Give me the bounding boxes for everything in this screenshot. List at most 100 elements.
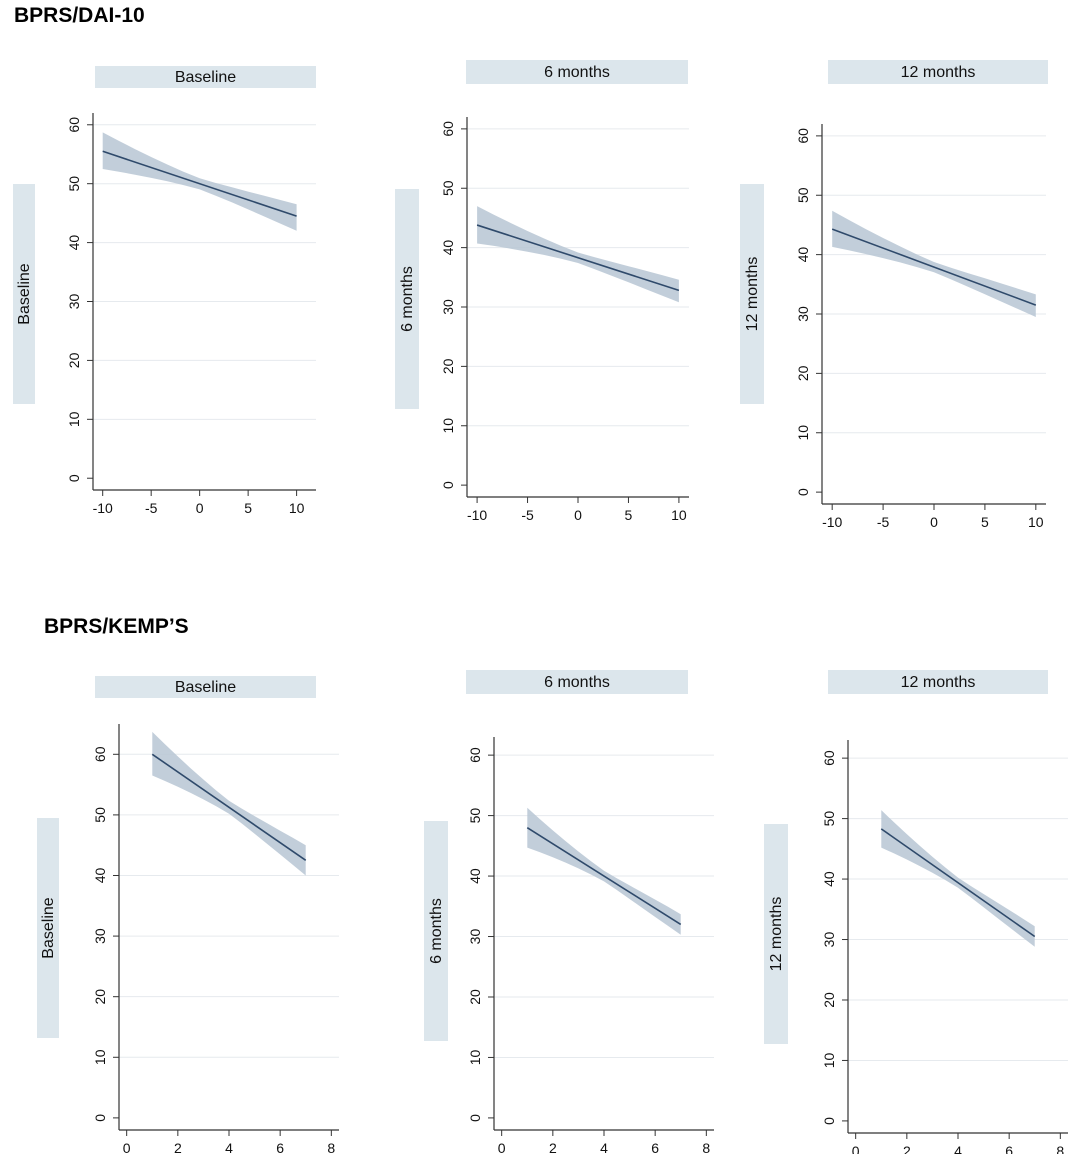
y-tick-label: 10 [440, 418, 456, 434]
y-axis-label: Baseline [16, 263, 33, 324]
x-tick-label: 4 [600, 1140, 608, 1154]
x-tick-label: -10 [822, 514, 842, 530]
chart-panel-1: 6 months 6 months 0 10 20 30 40 50 60 -10 -5 0 5 10 [395, 60, 689, 523]
y-axis-label: 12 months [744, 257, 761, 332]
y-tick-label: 30 [92, 928, 108, 944]
y-tick-label: 0 [66, 474, 82, 482]
y-tick-label: 50 [467, 808, 483, 824]
x-tick-label: 0 [574, 507, 582, 523]
x-tick-label: 10 [289, 500, 305, 516]
x-tick-label: 0 [498, 1140, 506, 1154]
y-tick-label: 50 [440, 180, 456, 196]
y-tick-label: 40 [795, 247, 811, 263]
y-tick-label: 50 [795, 187, 811, 203]
y-tick-label: 20 [795, 365, 811, 381]
panel-title: Baseline [175, 69, 236, 86]
x-tick-label: -10 [93, 500, 113, 516]
y-tick-label: 10 [92, 1049, 108, 1065]
x-tick-label: 0 [852, 1143, 860, 1154]
confidence-band [881, 810, 1035, 947]
ylabel-strip [13, 184, 35, 404]
chart-panel-3: Baseline Baseline 0 10 20 30 40 50 60 0 2 4 6 8 [37, 676, 339, 1154]
ylabel-strip [424, 821, 448, 1041]
x-tick-label: 2 [903, 1143, 911, 1154]
x-tick-label: 2 [174, 1140, 182, 1154]
y-axis-label: Baseline [40, 897, 57, 958]
x-tick-label: 6 [1005, 1143, 1013, 1154]
y-tick-label: 10 [795, 425, 811, 441]
y-tick-label: 0 [440, 481, 456, 489]
y-tick-label: 50 [821, 811, 837, 827]
x-tick-label: 10 [1028, 514, 1044, 530]
y-tick-label: 0 [821, 1117, 837, 1125]
y-tick-label: 20 [66, 352, 82, 368]
y-tick-label: 60 [821, 750, 837, 766]
x-tick-label: 10 [671, 507, 687, 523]
x-tick-label: -10 [467, 507, 487, 523]
x-tick-label: -5 [877, 514, 890, 530]
chart-panel-5: 12 months 12 months 0 10 20 30 40 50 60 0 2 4 6 8 [764, 670, 1068, 1154]
x-tick-label: 8 [702, 1140, 710, 1154]
x-tick-label: 5 [981, 514, 989, 530]
chart-panel-0: Baseline Baseline 0 10 20 30 40 50 60 -10 -5 0 5 10 [13, 66, 316, 516]
x-tick-label: 6 [276, 1140, 284, 1154]
y-tick-label: 60 [467, 747, 483, 763]
y-tick-label: 60 [66, 117, 82, 133]
x-tick-label: 6 [651, 1140, 659, 1154]
section-title-kemps: BPRS/KEMP’S [44, 615, 189, 638]
title-strip [828, 670, 1048, 694]
x-tick-label: 4 [954, 1143, 962, 1154]
y-tick-label: 0 [795, 488, 811, 496]
y-tick-label: 40 [467, 868, 483, 884]
y-tick-label: 30 [66, 294, 82, 310]
ylabel-strip [395, 189, 419, 409]
y-tick-label: 40 [66, 235, 82, 251]
y-tick-label: 10 [821, 1052, 837, 1068]
y-axis-label: 6 months [428, 898, 445, 964]
y-tick-label: 10 [66, 411, 82, 427]
y-tick-label: 30 [795, 306, 811, 322]
y-tick-label: 30 [440, 299, 456, 315]
x-tick-label: 5 [625, 507, 633, 523]
title-strip [95, 66, 316, 88]
y-axis-label: 12 months [768, 897, 785, 972]
y-tick-label: 20 [440, 358, 456, 374]
y-tick-label: 40 [440, 240, 456, 256]
y-tick-label: 20 [467, 989, 483, 1005]
y-axis-label: 6 months [399, 266, 416, 332]
y-tick-label: 60 [440, 121, 456, 137]
panel-title: 6 months [544, 64, 610, 81]
confidence-band [832, 210, 1036, 317]
confidence-band [102, 132, 297, 231]
fitted-line [526, 827, 682, 926]
x-tick-label: -5 [145, 500, 158, 516]
confidence-band [477, 206, 679, 303]
x-tick-label: 8 [1056, 1143, 1064, 1154]
title-strip [95, 676, 316, 698]
y-tick-label: 60 [795, 128, 811, 144]
y-tick-label: 50 [66, 176, 82, 192]
y-tick-label: 30 [821, 932, 837, 948]
fitted-line [880, 828, 1036, 938]
chart-panel-2: 12 months 12 months 0 10 20 30 40 50 60 -10 -5 0 5 10 [740, 60, 1048, 530]
fitted-line [102, 150, 297, 217]
x-tick-label: 2 [549, 1140, 557, 1154]
y-tick-label: 20 [92, 989, 108, 1005]
y-tick-label: 40 [821, 871, 837, 887]
title-strip [466, 60, 688, 84]
y-tick-label: 60 [92, 746, 108, 762]
fitted-line [476, 224, 680, 292]
x-tick-label: 4 [225, 1140, 233, 1154]
confidence-band [152, 731, 306, 876]
panel-title: Baseline [175, 679, 236, 696]
x-tick-label: -5 [521, 507, 534, 523]
y-tick-label: 20 [821, 992, 837, 1008]
confidence-band [527, 807, 681, 935]
x-tick-label: 0 [123, 1140, 131, 1154]
x-tick-label: 8 [327, 1140, 335, 1154]
panel-title: 6 months [544, 674, 610, 691]
ylabel-strip [37, 818, 59, 1038]
ylabel-strip [764, 824, 788, 1044]
title-strip [828, 60, 1048, 84]
